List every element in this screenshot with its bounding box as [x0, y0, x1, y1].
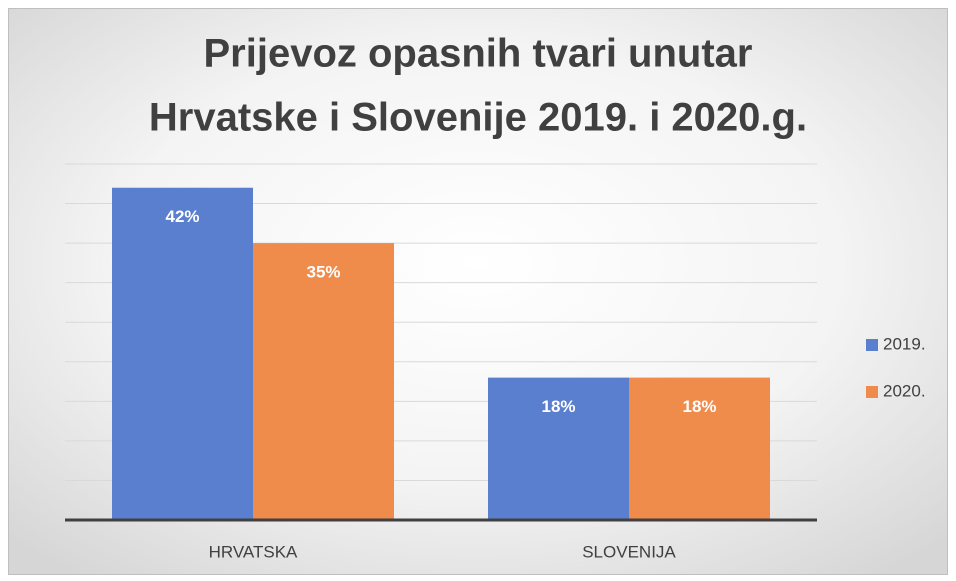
data-label: 42% [165, 207, 199, 226]
x-tick-label: HRVATSKA [209, 542, 298, 561]
bar [253, 243, 394, 520]
legend-label: 2019. [883, 334, 926, 353]
chart-title: Prijevoz opasnih tvari unutar [203, 32, 752, 76]
data-label: 18% [682, 397, 716, 416]
chart-title: Hrvatske i Slovenije 2019. i 2020.g. [149, 96, 807, 140]
legend-swatch [866, 339, 878, 351]
data-label: 18% [541, 397, 575, 416]
x-tick-label: SLOVENIJA [582, 542, 676, 561]
legend-swatch [866, 386, 878, 398]
bar [488, 377, 629, 520]
bar [112, 187, 253, 520]
data-label: 35% [306, 263, 340, 282]
bar [629, 377, 770, 520]
legend-label: 2020. [883, 381, 926, 400]
